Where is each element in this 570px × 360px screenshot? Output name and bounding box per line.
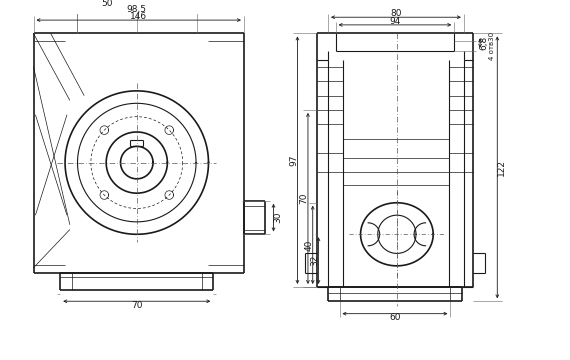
Text: 30: 30 [273, 212, 282, 223]
Text: 70: 70 [300, 193, 308, 204]
Text: 146: 146 [130, 12, 147, 21]
Text: 122: 122 [496, 159, 506, 176]
Text: 50: 50 [101, 0, 112, 8]
Text: 40: 40 [304, 239, 314, 251]
Text: 70: 70 [131, 301, 142, 310]
Text: 32: 32 [310, 255, 319, 266]
Text: 94: 94 [389, 17, 401, 26]
Text: 80: 80 [390, 9, 402, 18]
Text: 98,5: 98,5 [127, 5, 147, 14]
Text: 97: 97 [289, 154, 298, 166]
Text: 60: 60 [389, 313, 401, 322]
Text: 4 отв30: 4 отв30 [488, 32, 495, 60]
Text: 6,8: 6,8 [479, 36, 488, 50]
